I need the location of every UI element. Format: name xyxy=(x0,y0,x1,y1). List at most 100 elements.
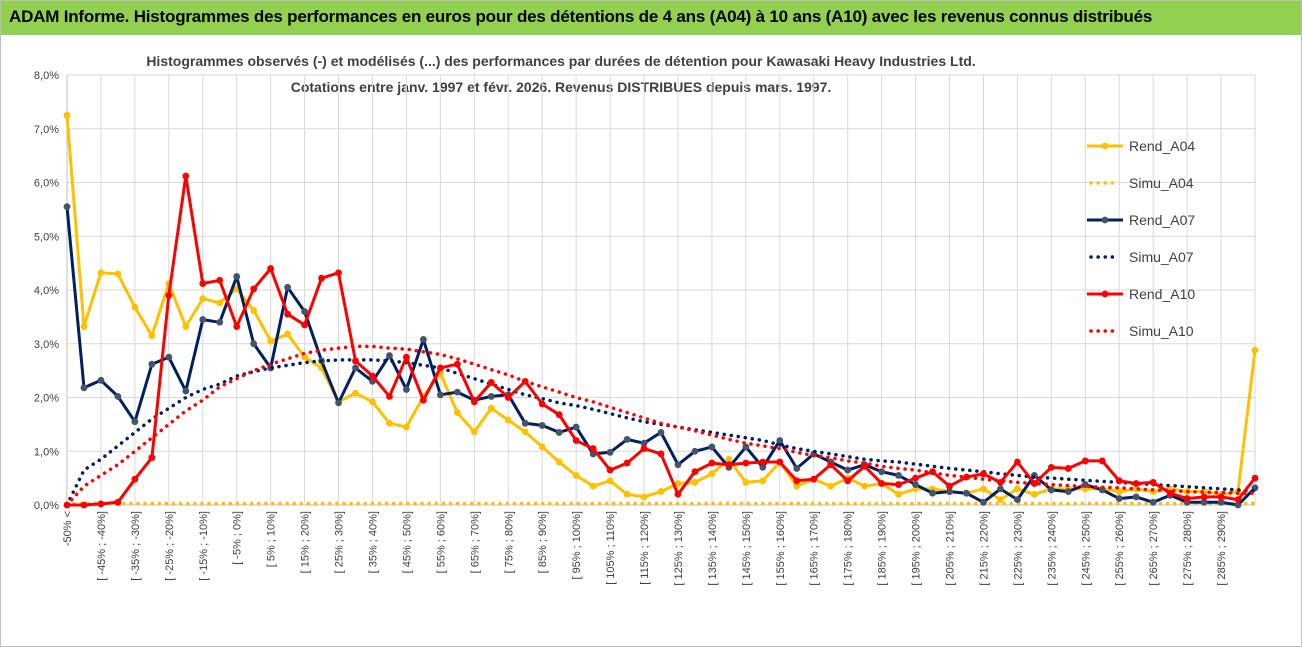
data-point-rend-a07 xyxy=(453,388,461,396)
y-axis: 0,0% 1,0% 2,0% 3,0% 4,0% 5,0% 6,0% 7,0% 8,0% xyxy=(34,70,59,512)
data-point-rend-a07 xyxy=(674,461,682,469)
data-point-rend-a07 xyxy=(352,364,359,372)
data-point-rend-a04 xyxy=(742,479,750,486)
data-point-rend-a07 xyxy=(691,447,699,455)
data-point-rend-a04 xyxy=(250,307,258,314)
data-point-rend-a10 xyxy=(250,285,258,293)
x-tick-label: [ 25% ; 30%] xyxy=(334,511,346,573)
data-point-rend-a07 xyxy=(946,488,953,495)
data-point-rend-a10 xyxy=(623,459,631,467)
data-point-rend-a07 xyxy=(487,393,495,400)
data-point-rend-a10 xyxy=(352,357,359,365)
data-point-rend-a10 xyxy=(1132,480,1140,487)
data-point-rend-a10 xyxy=(80,501,88,509)
data-point-rend-a10 xyxy=(131,475,139,483)
data-point-rend-a07 xyxy=(521,419,529,427)
data-point-rend-a04 xyxy=(284,330,292,338)
data-point-rend-a07 xyxy=(657,429,665,436)
data-point-rend-a10 xyxy=(216,276,224,284)
data-point-rend-a04 xyxy=(997,496,1004,504)
x-tick-label: -50% < xyxy=(62,511,74,546)
data-point-rend-a04 xyxy=(1115,488,1123,495)
data-point-rend-a04 xyxy=(1030,490,1038,498)
legend-marker-rend-a07 xyxy=(1101,216,1109,224)
y-tick-label: 0,0% xyxy=(34,500,59,512)
data-point-rend-a04 xyxy=(521,428,529,436)
data-point-rend-a07 xyxy=(1014,496,1021,504)
x-axis: -50% < [ -45% ; -40%] [ -35% ; -30%] [ -25%… xyxy=(62,511,1228,586)
y-tick-label: 2,0% xyxy=(34,393,59,405)
data-point-rend-a10 xyxy=(912,474,919,482)
data-point-rend-a10 xyxy=(1014,458,1021,466)
header-title: ADAM Informe. Histogrammes des performan… xyxy=(9,7,1153,26)
x-tick-label: [ -25% ; -20%] xyxy=(164,511,176,581)
data-point-rend-a07 xyxy=(1217,498,1225,506)
x-tick-label: [ 225% ; 230%] xyxy=(1012,511,1024,586)
data-point-rend-a04 xyxy=(555,458,563,466)
data-point-rend-a10 xyxy=(810,475,818,483)
data-point-rend-a10 xyxy=(284,310,292,318)
legend-label-simu-a10: Simu_A10 xyxy=(1129,323,1194,339)
data-point-rend-a07 xyxy=(776,437,784,444)
x-tick-label: [ 165% ; 170%] xyxy=(809,511,821,586)
x-tick-label: [ 285% ; 290%] xyxy=(1216,511,1228,586)
data-point-rend-a07 xyxy=(1115,495,1123,502)
legend-label-rend-a04: Rend_A04 xyxy=(1129,138,1195,154)
data-point-rend-a10 xyxy=(878,480,886,487)
grid xyxy=(66,74,1256,506)
data-point-rend-a04 xyxy=(487,404,495,412)
data-point-rend-a10 xyxy=(165,291,173,299)
x-tick-label: [ 175% ; 180%] xyxy=(843,511,855,586)
data-point-rend-a10 xyxy=(895,481,902,488)
x-tick-label: [ 125% ; 130%] xyxy=(673,511,685,586)
data-point-rend-a10 xyxy=(301,321,308,329)
x-tick-label: [ 15% ; 20%] xyxy=(300,511,312,573)
data-point-rend-a04 xyxy=(1014,485,1021,493)
data-point-rend-a04 xyxy=(980,485,987,493)
x-tick-label: [ 65% ; 70%] xyxy=(469,511,481,573)
data-point-rend-a04 xyxy=(759,477,767,485)
data-point-rend-a10 xyxy=(844,477,852,485)
data-point-rend-a10 xyxy=(148,454,156,462)
data-point-rend-a07 xyxy=(1234,501,1242,509)
y-tick-label: 7,0% xyxy=(34,124,59,136)
data-point-rend-a10 xyxy=(436,364,444,372)
data-point-rend-a10 xyxy=(1081,457,1089,465)
data-point-rend-a04 xyxy=(793,482,801,490)
data-point-rend-a04 xyxy=(301,353,308,361)
series-group xyxy=(63,111,1259,509)
data-point-rend-a07 xyxy=(980,498,987,506)
x-tick-label: [ 115% ; 120%] xyxy=(639,511,651,585)
data-point-rend-a10 xyxy=(1098,457,1106,465)
data-point-rend-a10 xyxy=(487,379,495,386)
data-point-rend-a07 xyxy=(250,340,258,348)
data-point-rend-a10 xyxy=(318,274,325,282)
data-point-rend-a04 xyxy=(403,423,410,431)
x-tick-label: [ 55% ; 60%] xyxy=(435,511,447,573)
data-point-rend-a07 xyxy=(216,318,224,326)
data-point-rend-a04 xyxy=(386,419,393,427)
data-point-rend-a07 xyxy=(742,443,750,451)
x-tick-label: [ 35% ; 40%] xyxy=(367,511,379,573)
data-point-rend-a07 xyxy=(572,423,580,431)
data-point-rend-a07 xyxy=(1149,498,1157,506)
data-point-rend-a04 xyxy=(352,389,359,397)
data-point-rend-a10 xyxy=(504,394,512,401)
data-point-rend-a04 xyxy=(63,111,71,119)
data-point-rend-a04 xyxy=(827,482,835,490)
data-point-rend-a10 xyxy=(1149,479,1157,486)
data-point-rend-a04 xyxy=(470,428,478,436)
data-point-rend-a10 xyxy=(606,466,614,474)
data-point-rend-a07 xyxy=(284,283,292,291)
data-point-rend-a10 xyxy=(657,450,665,458)
data-point-rend-a04 xyxy=(691,479,699,486)
data-point-rend-a04 xyxy=(708,470,716,478)
data-point-rend-a10 xyxy=(470,398,478,406)
x-tick-label: [ 45% ; 50%] xyxy=(401,511,413,573)
data-point-rend-a10 xyxy=(589,445,597,452)
data-point-rend-a04 xyxy=(606,477,614,485)
data-point-rend-a10 xyxy=(776,458,784,466)
data-point-rend-a04 xyxy=(148,332,156,340)
data-point-rend-a10 xyxy=(980,470,987,478)
